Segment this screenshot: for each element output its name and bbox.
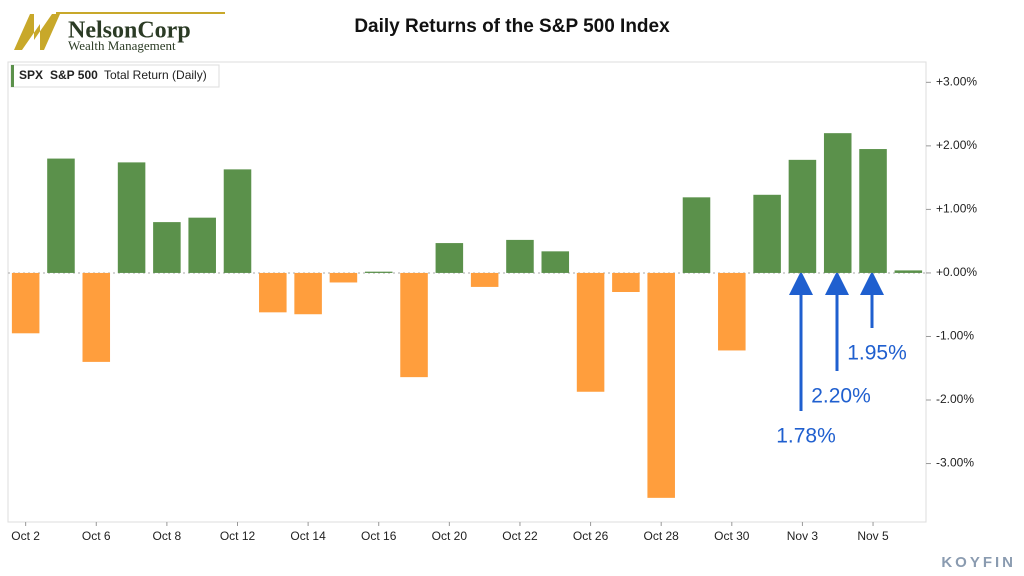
x-tick-label: Oct 2 [11, 529, 40, 543]
bar [11, 272, 40, 334]
bar [823, 133, 852, 273]
y-tick-label: +3.00% [936, 75, 977, 89]
x-tick-label: Nov 5 [857, 529, 889, 543]
bar [647, 272, 675, 498]
x-tick-label: Oct 28 [644, 529, 680, 543]
y-tick-label: -2.00% [936, 392, 974, 406]
x-tick-label: Nov 3 [787, 529, 819, 543]
annotation: 1.95% [847, 342, 907, 365]
x-tick-label: Oct 26 [573, 529, 609, 543]
x-tick-label: Oct 14 [290, 529, 326, 543]
bar [329, 272, 358, 283]
legend-metric: Total Return (Daily) [104, 68, 207, 82]
y-tick-label: +0.00% [936, 265, 977, 279]
bar [859, 149, 887, 273]
bar [612, 272, 640, 292]
y-tick-label: +2.00% [936, 138, 977, 152]
bar [894, 270, 923, 273]
bar [470, 272, 499, 287]
legend-ticker: SPX [19, 68, 43, 82]
plot-frame [7, 61, 927, 523]
legend-swatch [11, 65, 14, 87]
legend-name: S&P 500 [50, 68, 98, 82]
x-tick-label: Oct 8 [153, 529, 182, 543]
bar [153, 222, 181, 273]
logo-name: NelsonCorp [68, 18, 191, 44]
bar [364, 271, 393, 273]
bar [117, 162, 146, 273]
x-tick-label: Oct 6 [82, 529, 111, 543]
bar [576, 272, 605, 392]
x-tick-label: Oct 30 [714, 529, 750, 543]
bar [47, 158, 75, 273]
y-tick-label: +1.00% [936, 202, 977, 216]
y-tick-label: -1.00% [936, 329, 974, 343]
x-tick-label: Oct 16 [361, 529, 397, 543]
x-tick-label: Oct 12 [220, 529, 256, 543]
bar [753, 194, 781, 273]
bar [788, 159, 817, 273]
x-tick-label: Oct 22 [502, 529, 538, 543]
bar [294, 272, 322, 315]
logo-mark [14, 14, 60, 50]
logo-tagline: Wealth Management [68, 38, 176, 53]
bar [506, 239, 534, 273]
bar [541, 251, 570, 273]
bar [400, 272, 428, 378]
annotation: 2.20% [811, 385, 871, 408]
bar [682, 197, 711, 273]
bar [259, 272, 287, 313]
y-tick-label: -3.00% [936, 456, 974, 470]
bar [435, 243, 464, 273]
source-logo: KOYFIN [941, 554, 1016, 571]
bar [82, 272, 111, 362]
bar [718, 272, 746, 351]
x-tick-label: Oct 20 [432, 529, 468, 543]
chart-title: Daily Returns of the S&P 500 Index [354, 16, 670, 37]
bar [188, 217, 216, 273]
annotation: 1.78% [776, 425, 836, 448]
bar [223, 169, 252, 273]
